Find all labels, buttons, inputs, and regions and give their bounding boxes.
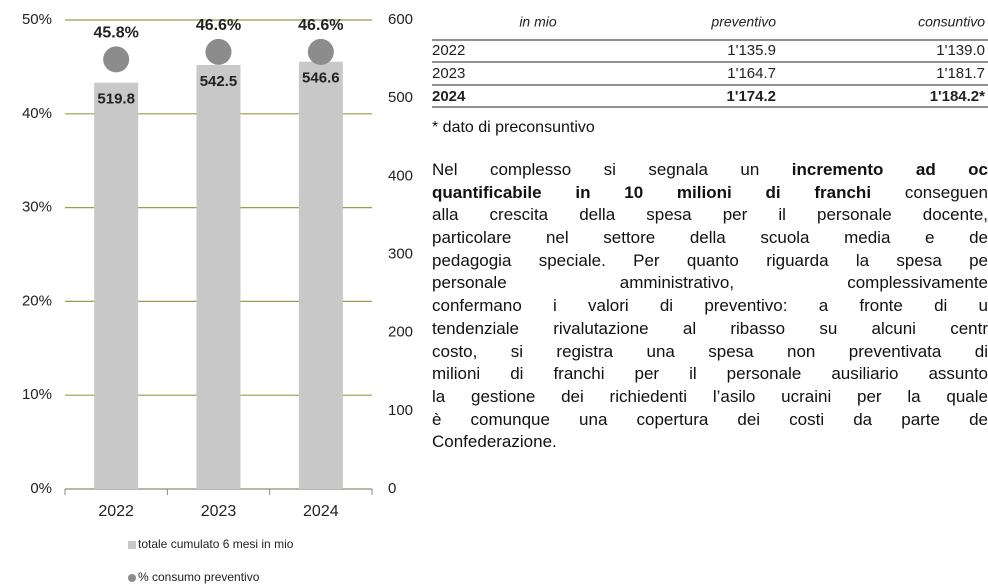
table-cell: 1'135.9 bbox=[727, 42, 776, 59]
table-cell: 2022 bbox=[432, 42, 465, 59]
paragraph-line: milioni di franchi per il personale ausi… bbox=[432, 363, 988, 386]
text-run: conseguen bbox=[871, 182, 988, 202]
paragraph-line: tendenziale rivalutazione al ribasso su … bbox=[432, 318, 988, 341]
y2-tick-label: 500 bbox=[388, 89, 413, 106]
x-tick-label: 2022 bbox=[98, 503, 134, 520]
y-tick-label: 0% bbox=[30, 480, 52, 497]
bar bbox=[196, 64, 241, 489]
paragraph-line: Confederazione. bbox=[432, 431, 988, 454]
text-run: tendenziale rivalutazione al ribasso su … bbox=[432, 318, 988, 338]
text-run: quantificabile in 10 milioni di franchi bbox=[432, 182, 872, 202]
bar bbox=[298, 61, 343, 490]
text-run: Confederazione. bbox=[432, 432, 557, 452]
text-run: pedagogia speciale. Per quanto riguarda … bbox=[432, 250, 988, 270]
y2-tick-label: 300 bbox=[388, 245, 413, 262]
table-header: consuntivo bbox=[918, 14, 985, 30]
text-run: la gestione dei richiedenti l’asilo ucra… bbox=[432, 386, 988, 406]
paragraph-line: quantificabile in 10 milioni di franchi … bbox=[432, 182, 988, 205]
bar-label: 542.5 bbox=[200, 73, 238, 90]
y-tick-label: 50% bbox=[22, 11, 52, 28]
y-tick-label: 40% bbox=[22, 105, 52, 122]
dot-label: 46.6% bbox=[298, 17, 343, 34]
dot bbox=[103, 46, 130, 73]
y-tick-label: 20% bbox=[22, 292, 52, 309]
text-run: personale amministrativo, complessivamen… bbox=[432, 273, 988, 293]
y-tick-label: 30% bbox=[22, 199, 52, 216]
y2-tick-label: 400 bbox=[388, 167, 413, 184]
text-run: alla crescita della spesa per il persona… bbox=[432, 205, 988, 225]
paragraph-line: confermano i valori di preventivo: a fro… bbox=[432, 295, 988, 318]
x-tick-label: 2023 bbox=[201, 503, 237, 520]
table-header: in mio bbox=[519, 14, 557, 30]
text-run: Nel complesso si segnala un bbox=[432, 160, 792, 179]
paragraph-line: alla crescita della spesa per il persona… bbox=[432, 204, 988, 227]
text-run: incremento ad oc bbox=[791, 160, 988, 179]
dot-label: 45.8% bbox=[93, 25, 138, 42]
table-header: preventivo bbox=[710, 14, 776, 30]
text-run: particolare nel settore della scuola med… bbox=[432, 228, 988, 248]
dot bbox=[307, 38, 334, 65]
bar-label: 546.6 bbox=[302, 70, 340, 87]
table-cell: 1'139.0 bbox=[936, 42, 985, 59]
paragraph-line: personale amministrativo, complessivamen… bbox=[432, 272, 988, 295]
paragraph-line: la gestione dei richiedenti l’asilo ucra… bbox=[432, 386, 988, 409]
legend-swatch bbox=[128, 574, 136, 582]
text-run: è comunque una copertura dei costi da pa… bbox=[432, 409, 988, 429]
dot-label: 46.6% bbox=[196, 17, 241, 34]
text-run: confermano i valori di preventivo: a fro… bbox=[432, 296, 988, 316]
bar bbox=[94, 82, 139, 489]
legend-swatch bbox=[128, 541, 136, 549]
y2-tick-label: 200 bbox=[388, 324, 413, 341]
dot bbox=[205, 38, 232, 65]
x-tick-label: 2024 bbox=[303, 503, 339, 520]
text-run: costo, si registra una spesa non prevent… bbox=[432, 341, 988, 361]
text-run: milioni di franchi per il personale ausi… bbox=[432, 364, 988, 384]
paragraph-line: è comunque una copertura dei costi da pa… bbox=[432, 409, 988, 432]
y-tick-label: 10% bbox=[22, 386, 52, 403]
note: * dato di preconsuntivo bbox=[432, 119, 595, 136]
bar-label: 519.8 bbox=[97, 91, 135, 108]
legend-label: % consumo preventivo bbox=[138, 570, 260, 584]
table-cell: 1'184.2* bbox=[930, 88, 985, 105]
table-cell: 1'164.7 bbox=[727, 65, 776, 82]
legend-label: totale cumulato 6 mesi in mio bbox=[138, 537, 294, 551]
y2-tick-label: 100 bbox=[388, 402, 413, 419]
paragraph-line: costo, si registra una spesa non prevent… bbox=[432, 341, 988, 364]
table-cell: 1'174.2 bbox=[727, 88, 776, 105]
paragraph: Nel complesso si segnala un incremento a… bbox=[432, 159, 988, 454]
table-cell: 1'181.7 bbox=[936, 65, 985, 82]
table-cell: 2023 bbox=[432, 65, 465, 82]
y2-tick-label: 0 bbox=[388, 480, 396, 497]
paragraph-line: particolare nel settore della scuola med… bbox=[432, 227, 988, 250]
paragraph-line: Nel complesso si segnala un incremento a… bbox=[432, 159, 988, 182]
table-cell: 2024 bbox=[432, 88, 466, 105]
y2-tick-label: 600 bbox=[388, 11, 413, 28]
paragraph-line: pedagogia speciale. Per quanto riguarda … bbox=[432, 250, 988, 273]
